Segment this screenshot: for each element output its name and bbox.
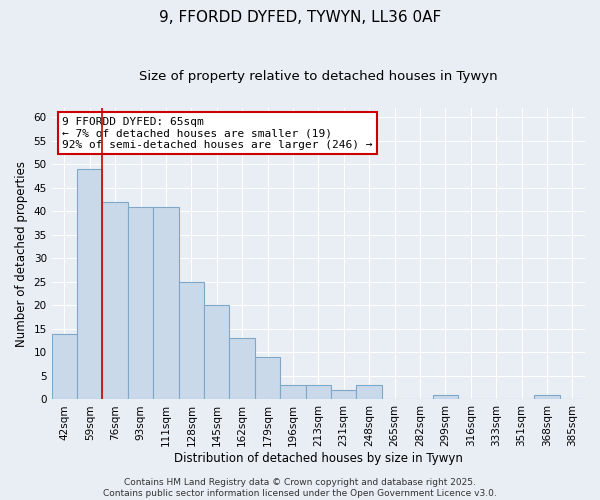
Bar: [52, 334, 77, 400]
Bar: [433, 395, 458, 400]
Bar: [229, 338, 255, 400]
Bar: [204, 306, 229, 400]
Bar: [128, 206, 153, 400]
Bar: [534, 395, 560, 400]
Title: Size of property relative to detached houses in Tywyn: Size of property relative to detached ho…: [139, 70, 497, 83]
Bar: [280, 386, 305, 400]
Text: Contains HM Land Registry data © Crown copyright and database right 2025.
Contai: Contains HM Land Registry data © Crown c…: [103, 478, 497, 498]
Bar: [179, 282, 204, 400]
Bar: [103, 202, 128, 400]
Text: 9, FFORDD DYFED, TYWYN, LL36 0AF: 9, FFORDD DYFED, TYWYN, LL36 0AF: [159, 10, 441, 25]
Bar: [77, 169, 103, 400]
X-axis label: Distribution of detached houses by size in Tywyn: Distribution of detached houses by size …: [174, 452, 463, 465]
Bar: [331, 390, 356, 400]
Bar: [356, 386, 382, 400]
Bar: [255, 357, 280, 400]
Bar: [305, 386, 331, 400]
Bar: [153, 206, 179, 400]
Text: 9 FFORDD DYFED: 65sqm
← 7% of detached houses are smaller (19)
92% of semi-detac: 9 FFORDD DYFED: 65sqm ← 7% of detached h…: [62, 116, 373, 150]
Y-axis label: Number of detached properties: Number of detached properties: [15, 160, 28, 346]
